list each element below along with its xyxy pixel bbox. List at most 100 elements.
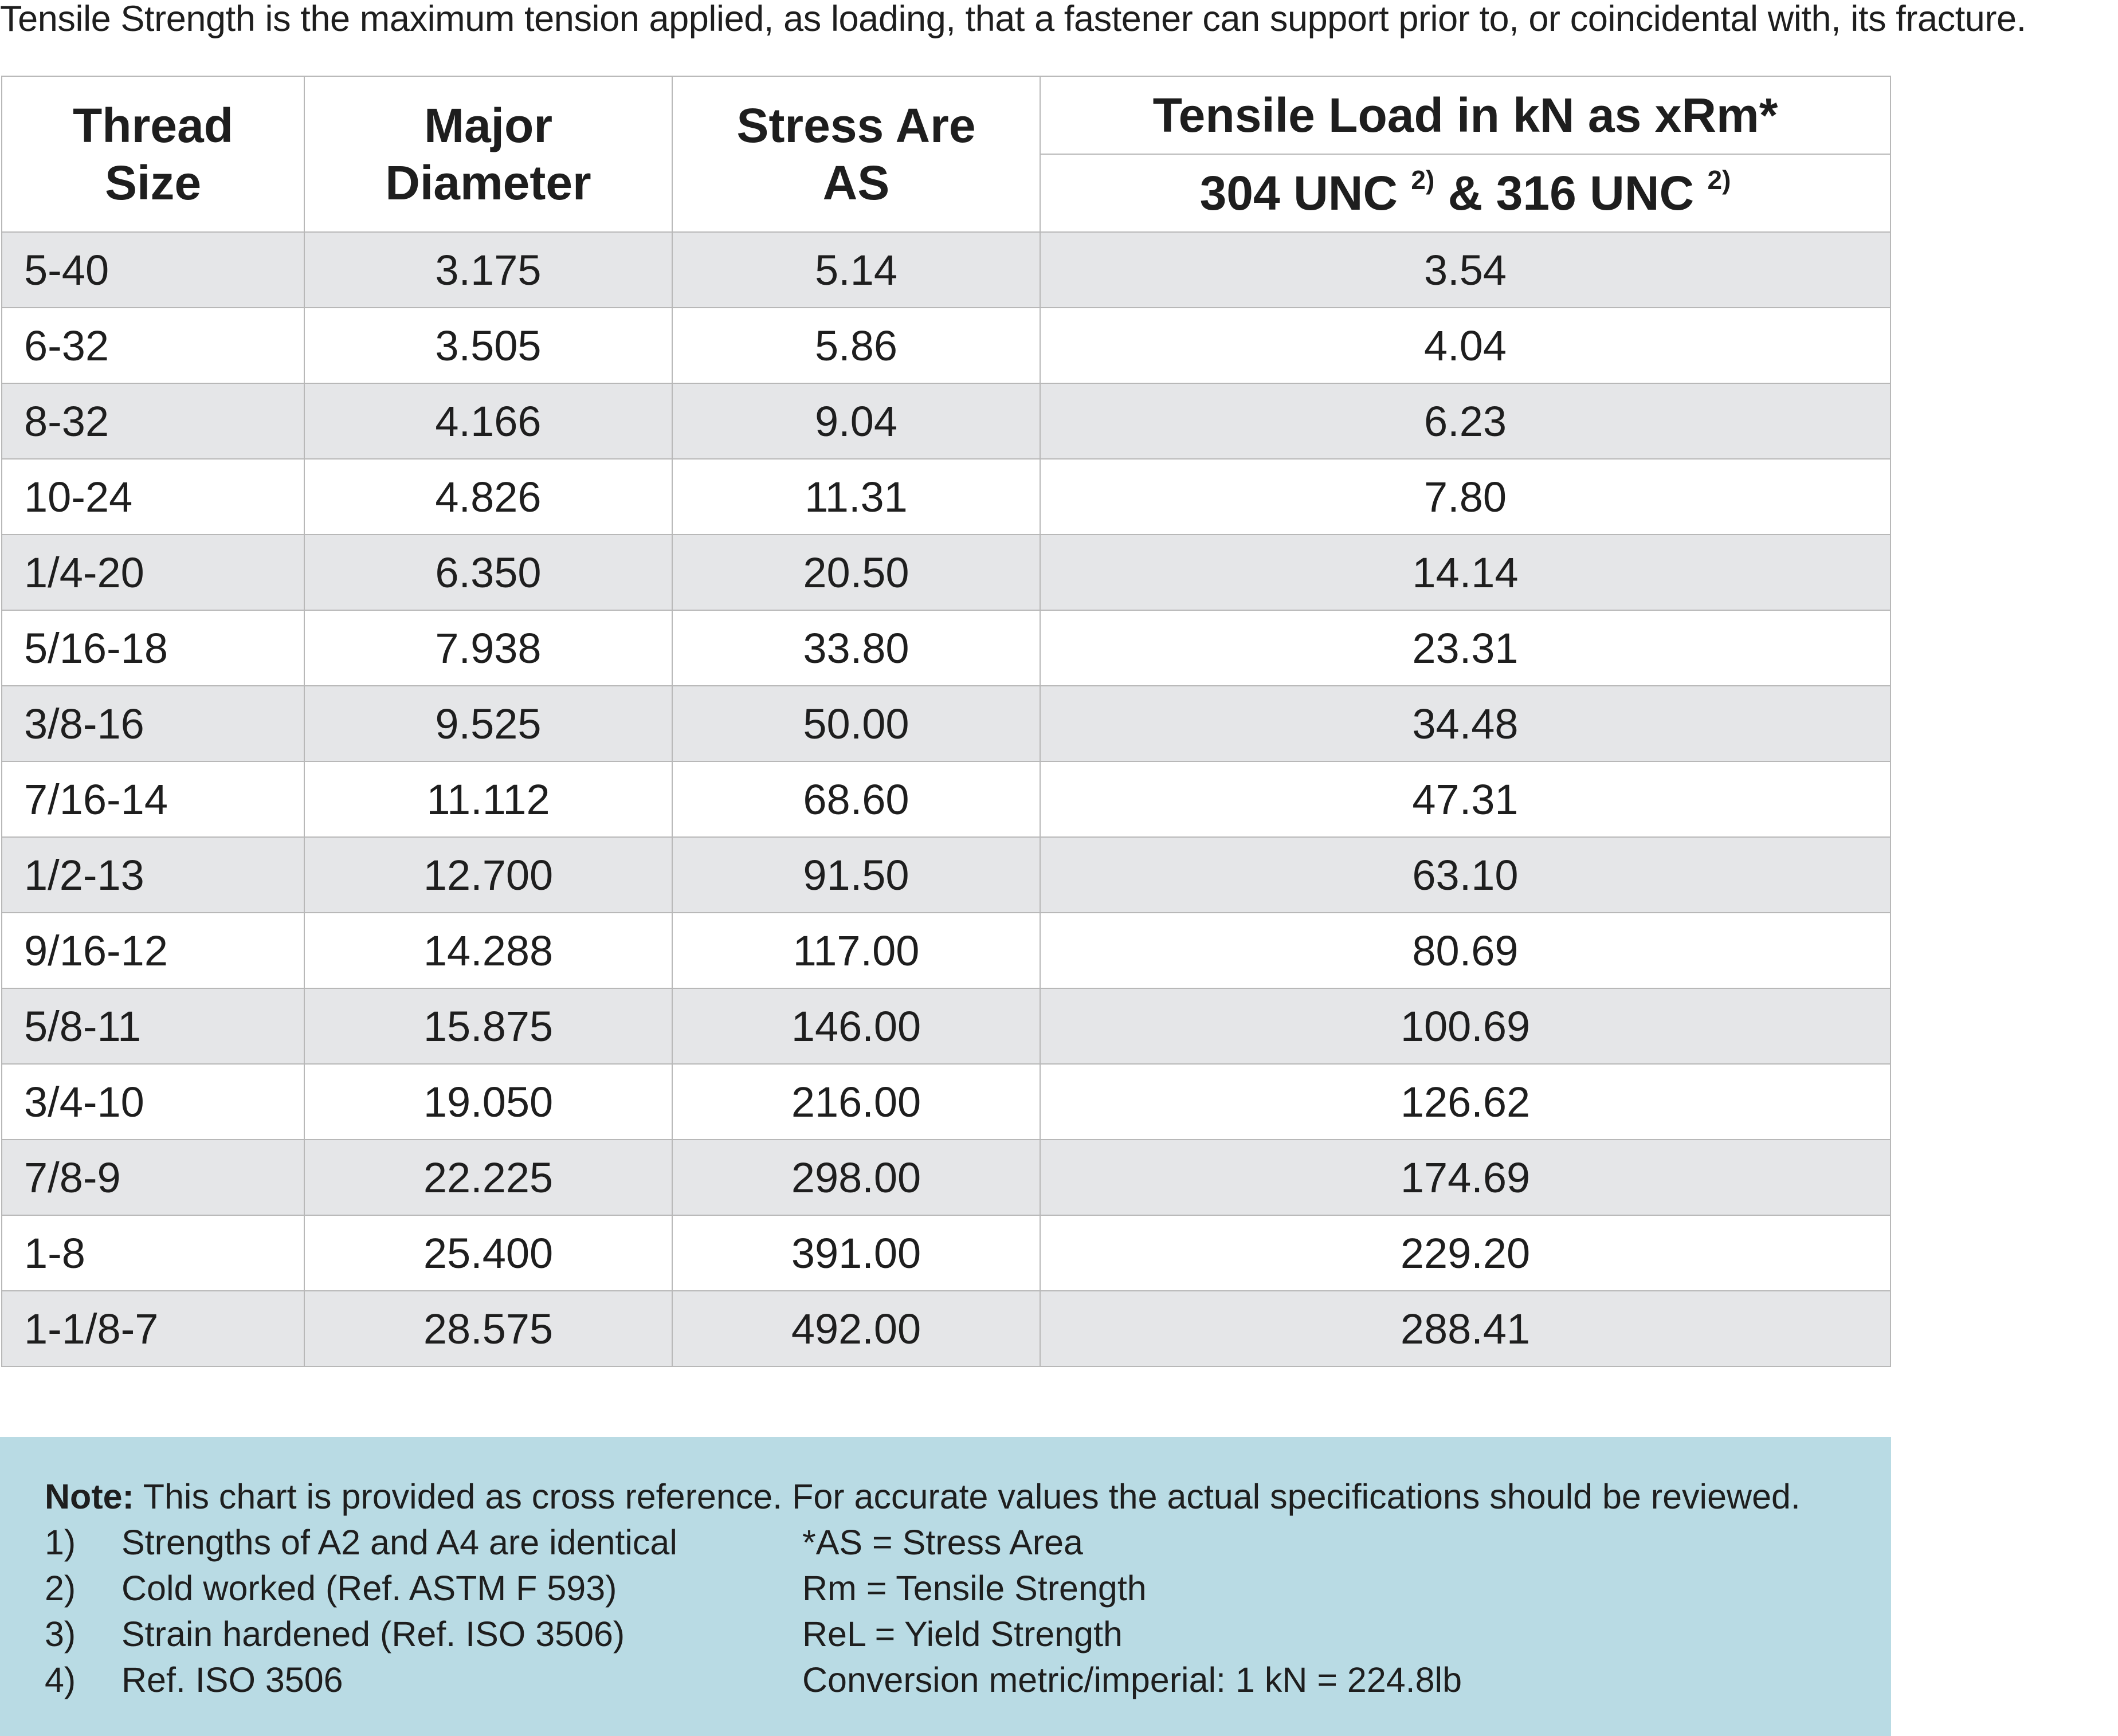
cell-thread-size: 7/16-14 bbox=[1, 761, 305, 838]
cell-stress-area: 492.00 bbox=[672, 1290, 1041, 1367]
cell-major-diameter: 3.175 bbox=[304, 231, 673, 308]
cell-stress-area: 91.50 bbox=[672, 836, 1041, 913]
note-item-text: Ref. ISO 3506 bbox=[121, 1660, 343, 1699]
cell-thread-size: 5/16-18 bbox=[1, 610, 305, 686]
cell-thread-size: 10-24 bbox=[1, 458, 305, 535]
cell-major-diameter: 19.050 bbox=[304, 1063, 673, 1140]
cell-tensile-load: 3.54 bbox=[1040, 231, 1891, 308]
note-box: Note: This chart is provided as cross re… bbox=[0, 1437, 1891, 1736]
table-row: 6-32 3.505 5.86 4.04 bbox=[1, 307, 1891, 384]
header-stress-area-line1: Stress Are bbox=[736, 99, 976, 152]
cell-tensile-load: 47.31 bbox=[1040, 761, 1891, 838]
cell-thread-size: 1-8 bbox=[1, 1215, 305, 1291]
note-items: 1) Strengths of A2 and A4 are identical *A… bbox=[45, 1519, 1891, 1703]
table-body: 5-40 3.175 5.14 3.54 6-32 3.505 5.86 4.04 8-32 4.… bbox=[1, 231, 1891, 1367]
cell-stress-area: 50.00 bbox=[672, 685, 1041, 762]
cell-thread-size: 9/16-12 bbox=[1, 912, 305, 989]
cell-thread-size: 1-1/8-7 bbox=[1, 1290, 305, 1367]
note-item: 2) Cold worked (Ref. ASTM F 593) Rm = Tens… bbox=[45, 1565, 1891, 1611]
cell-tensile-load: 7.80 bbox=[1040, 458, 1891, 535]
cell-stress-area: 5.86 bbox=[672, 307, 1041, 384]
note-item-number: 1) bbox=[45, 1523, 76, 1562]
table-row: 9/16-12 14.288 117.00 80.69 bbox=[1, 912, 1891, 989]
cell-thread-size: 5/8-11 bbox=[1, 988, 305, 1065]
header-major-diameter: Major Diameter bbox=[304, 76, 673, 233]
cell-major-diameter: 15.875 bbox=[304, 988, 673, 1065]
cell-tensile-load: 23.31 bbox=[1040, 610, 1891, 686]
cell-major-diameter: 28.575 bbox=[304, 1290, 673, 1367]
cell-stress-area: 391.00 bbox=[672, 1215, 1041, 1291]
table-row: 5/8-11 15.875 146.00 100.69 bbox=[1, 988, 1891, 1065]
cell-thread-size: 5-40 bbox=[1, 231, 305, 308]
cell-thread-size: 1/2-13 bbox=[1, 836, 305, 913]
cell-stress-area: 117.00 bbox=[672, 912, 1041, 989]
cell-stress-area: 146.00 bbox=[672, 988, 1041, 1065]
note-text: This chart is provided as cross referenc… bbox=[143, 1477, 1801, 1516]
cell-stress-area: 20.50 bbox=[672, 534, 1041, 611]
cell-tensile-load: 4.04 bbox=[1040, 307, 1891, 384]
table-row: 10-24 4.826 11.31 7.80 bbox=[1, 458, 1891, 535]
cell-thread-size: 8-32 bbox=[1, 383, 305, 459]
table-row: 1/2-13 12.700 91.50 63.10 bbox=[1, 836, 1891, 913]
note-label: Note: bbox=[45, 1477, 134, 1516]
cell-stress-area: 11.31 bbox=[672, 458, 1041, 535]
table-row: 7/8-9 22.225 298.00 174.69 bbox=[1, 1139, 1891, 1216]
cell-major-diameter: 12.700 bbox=[304, 836, 673, 913]
cell-major-diameter: 3.505 bbox=[304, 307, 673, 384]
header-material-b-footnote: 2) bbox=[1707, 165, 1731, 195]
note-lead: Note: This chart is provided as cross re… bbox=[45, 1474, 1891, 1519]
cell-stress-area: 68.60 bbox=[672, 761, 1041, 838]
cell-stress-area: 9.04 bbox=[672, 383, 1041, 459]
table-row: 8-32 4.166 9.04 6.23 bbox=[1, 383, 1891, 459]
tensile-strength-table: Thread Size Major Diameter Stress Are AS… bbox=[1, 76, 1891, 1367]
table-row: 3/8-16 9.525 50.00 34.48 bbox=[1, 685, 1891, 762]
cell-tensile-load: 126.62 bbox=[1040, 1063, 1891, 1140]
cell-major-diameter: 4.826 bbox=[304, 458, 673, 535]
note-item: 3) Strain hardened (Ref. ISO 3506) ReL = Y… bbox=[45, 1611, 1891, 1657]
note-item: 1) Strengths of A2 and A4 are identical *A… bbox=[45, 1519, 1891, 1565]
cell-stress-area: 33.80 bbox=[672, 610, 1041, 686]
note-item-definition: ReL = Yield Strength bbox=[802, 1615, 1123, 1653]
cell-major-diameter: 25.400 bbox=[304, 1215, 673, 1291]
header-stress-area: Stress Are AS bbox=[672, 76, 1041, 233]
cell-major-diameter: 4.166 bbox=[304, 383, 673, 459]
header-material-grades: 304 UNC 2) & 316 UNC 2) bbox=[1040, 154, 1891, 233]
header-thread-size-line1: Thread bbox=[72, 99, 234, 152]
header-material-a-footnote: 2) bbox=[1411, 165, 1435, 195]
note-item: 4) Ref. ISO 3506 Conversion metric/imperia… bbox=[45, 1657, 1891, 1703]
cell-tensile-load: 63.10 bbox=[1040, 836, 1891, 913]
cell-tensile-load: 6.23 bbox=[1040, 383, 1891, 459]
header-major-diameter-line1: Major bbox=[423, 99, 553, 152]
cell-stress-area: 5.14 bbox=[672, 231, 1041, 308]
cell-major-diameter: 9.525 bbox=[304, 685, 673, 762]
cell-stress-area: 216.00 bbox=[672, 1063, 1041, 1140]
intro-text: Tensile Strength is the maximum tension … bbox=[0, 0, 2026, 39]
cell-tensile-load: 34.48 bbox=[1040, 685, 1891, 762]
cell-thread-size: 1/4-20 bbox=[1, 534, 305, 611]
cell-thread-size: 7/8-9 bbox=[1, 1139, 305, 1216]
table-row: 5-40 3.175 5.14 3.54 bbox=[1, 231, 1891, 308]
header-stress-area-line2: AS bbox=[822, 156, 890, 210]
cell-major-diameter: 6.350 bbox=[304, 534, 673, 611]
note-item-number: 2) bbox=[45, 1569, 76, 1608]
cell-major-diameter: 7.938 bbox=[304, 610, 673, 686]
note-item-text: Strain hardened (Ref. ISO 3506) bbox=[121, 1615, 625, 1653]
header-material-b: & 316 UNC bbox=[1448, 166, 1695, 220]
table-row: 1-8 25.400 391.00 229.20 bbox=[1, 1215, 1891, 1291]
cell-major-diameter: 22.225 bbox=[304, 1139, 673, 1216]
cell-tensile-load: 174.69 bbox=[1040, 1139, 1891, 1216]
cell-thread-size: 3/4-10 bbox=[1, 1063, 305, 1140]
cell-tensile-load: 100.69 bbox=[1040, 988, 1891, 1065]
table-row: 3/4-10 19.050 216.00 126.62 bbox=[1, 1063, 1891, 1140]
note-item-definition: Conversion metric/imperial: 1 kN = 224.8… bbox=[802, 1660, 1462, 1699]
cell-tensile-load: 80.69 bbox=[1040, 912, 1891, 989]
table-row: 5/16-18 7.938 33.80 23.31 bbox=[1, 610, 1891, 686]
table-row: 7/16-14 11.112 68.60 47.31 bbox=[1, 761, 1891, 838]
cell-major-diameter: 14.288 bbox=[304, 912, 673, 989]
note-item-definition: Rm = Tensile Strength bbox=[802, 1569, 1147, 1608]
note-item-definition: *AS = Stress Area bbox=[802, 1523, 1083, 1562]
note-item-text: Strengths of A2 and A4 are identical bbox=[121, 1523, 677, 1562]
cell-thread-size: 3/8-16 bbox=[1, 685, 305, 762]
cell-thread-size: 6-32 bbox=[1, 307, 305, 384]
cell-stress-area: 298.00 bbox=[672, 1139, 1041, 1216]
